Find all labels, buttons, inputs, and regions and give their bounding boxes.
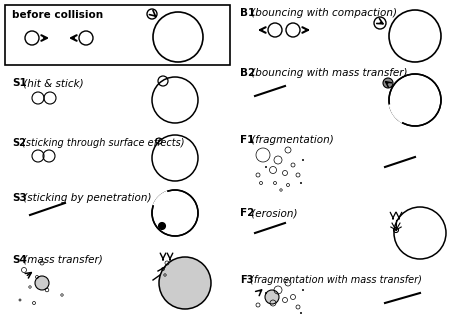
Circle shape bbox=[302, 289, 304, 291]
FancyBboxPatch shape bbox=[5, 5, 230, 65]
Circle shape bbox=[383, 78, 393, 88]
Text: (hit & stick): (hit & stick) bbox=[20, 78, 83, 88]
Text: (mass transfer): (mass transfer) bbox=[20, 255, 102, 265]
Circle shape bbox=[159, 257, 211, 309]
Text: S3: S3 bbox=[12, 193, 27, 203]
Wedge shape bbox=[154, 191, 175, 213]
Text: S2: S2 bbox=[12, 138, 26, 148]
Circle shape bbox=[302, 159, 304, 161]
Text: S4: S4 bbox=[12, 255, 27, 265]
Circle shape bbox=[265, 292, 267, 294]
Circle shape bbox=[158, 222, 165, 229]
Text: (bouncing with compaction): (bouncing with compaction) bbox=[248, 8, 397, 18]
Circle shape bbox=[35, 276, 49, 290]
Text: (fragmentation with mass transfer): (fragmentation with mass transfer) bbox=[247, 275, 422, 285]
Text: F3: F3 bbox=[240, 275, 254, 285]
Text: (sticking through surface effects): (sticking through surface effects) bbox=[19, 138, 185, 148]
Text: (fragmentation): (fragmentation) bbox=[248, 135, 334, 145]
Text: B1: B1 bbox=[240, 8, 255, 18]
Circle shape bbox=[300, 182, 302, 184]
Text: F1: F1 bbox=[240, 135, 255, 145]
Circle shape bbox=[265, 166, 267, 168]
Circle shape bbox=[300, 312, 302, 314]
Circle shape bbox=[265, 290, 279, 304]
Text: F2: F2 bbox=[240, 208, 255, 218]
Text: B2: B2 bbox=[240, 68, 255, 78]
Text: before collision: before collision bbox=[12, 10, 103, 20]
Text: (bouncing with mass transfer): (bouncing with mass transfer) bbox=[248, 68, 407, 78]
Text: (sticking by penetration): (sticking by penetration) bbox=[20, 193, 151, 203]
Text: S1: S1 bbox=[12, 78, 27, 88]
Text: (erosion): (erosion) bbox=[248, 208, 297, 218]
Wedge shape bbox=[390, 100, 415, 123]
